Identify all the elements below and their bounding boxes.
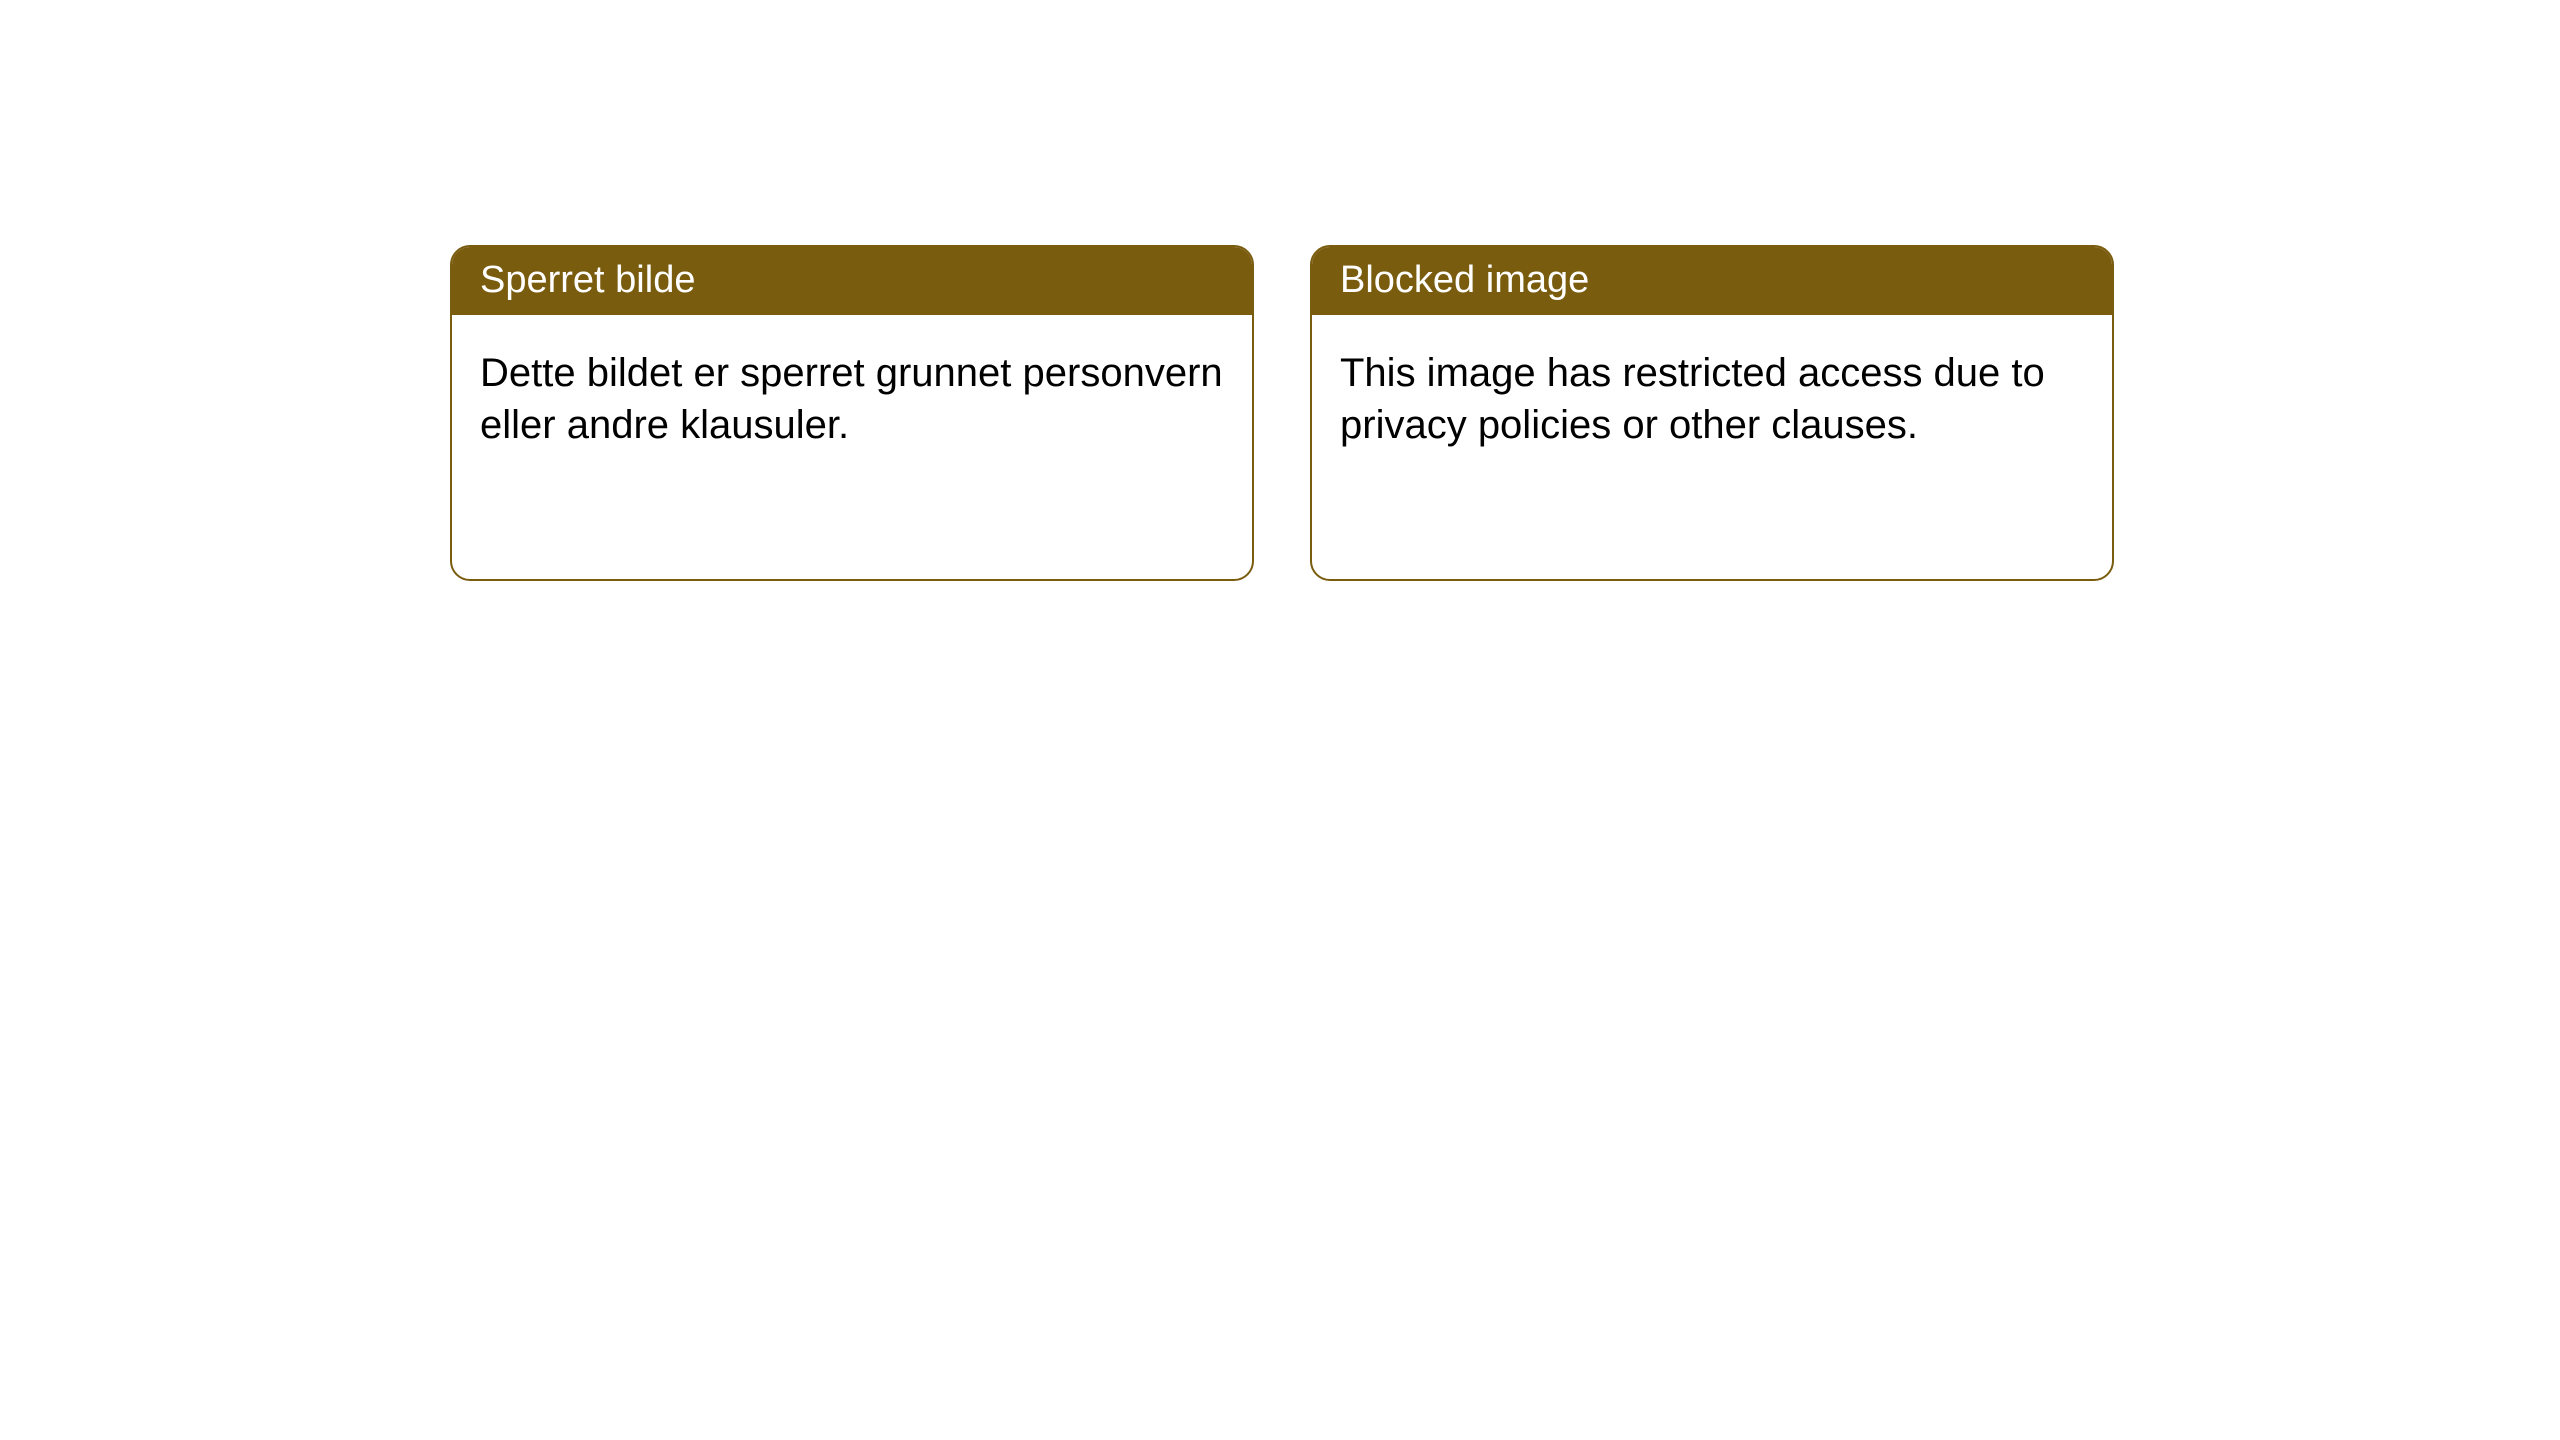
notice-card-norwegian: Sperret bilde Dette bildet er sperret gr… bbox=[450, 245, 1254, 581]
notice-card-english: Blocked image This image has restricted … bbox=[1310, 245, 2114, 581]
card-header: Sperret bilde bbox=[452, 247, 1252, 315]
card-body: This image has restricted access due to … bbox=[1312, 315, 2112, 483]
card-header: Blocked image bbox=[1312, 247, 2112, 315]
card-body: Dette bildet er sperret grunnet personve… bbox=[452, 315, 1252, 483]
notice-container: Sperret bilde Dette bildet er sperret gr… bbox=[0, 0, 2560, 581]
